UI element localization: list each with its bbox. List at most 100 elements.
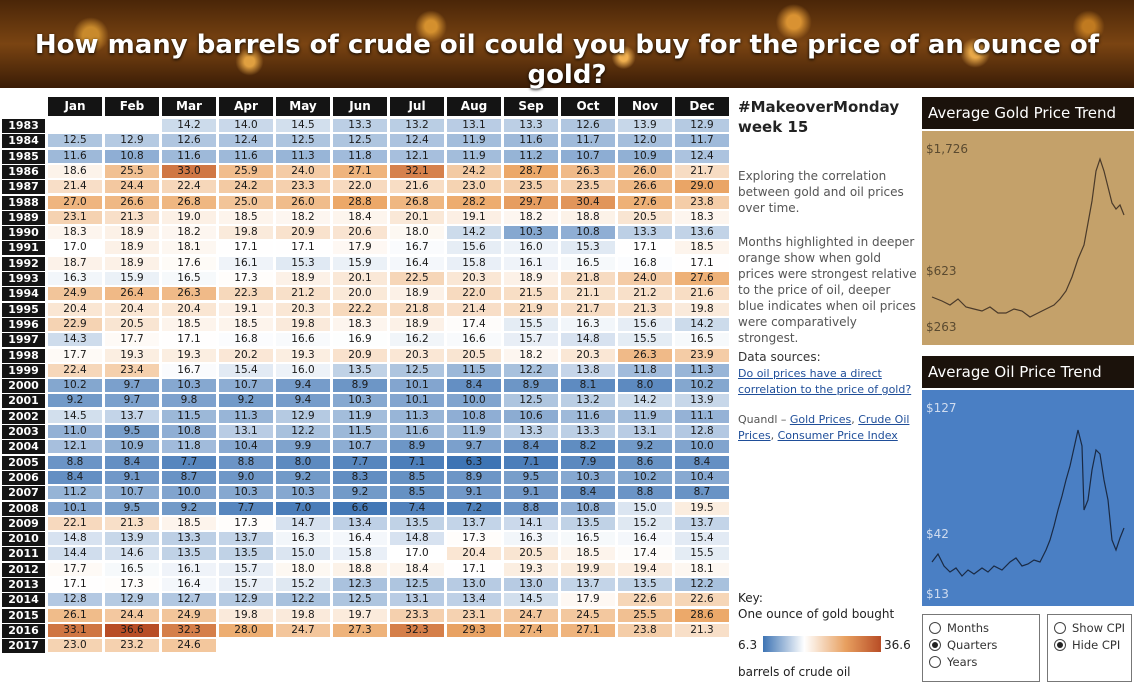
heatmap-cell[interactable]: 8.7 bbox=[675, 486, 729, 500]
heatmap-cell[interactable]: 11.8 bbox=[162, 440, 216, 454]
heatmap-cell[interactable]: 21.8 bbox=[561, 272, 615, 285]
heatmap-cell[interactable]: 13.7 bbox=[447, 516, 501, 530]
heatmap-cell[interactable]: 11.9 bbox=[447, 134, 501, 148]
heatmap-cell[interactable]: 8.9 bbox=[447, 470, 501, 484]
heatmap-cell[interactable]: 19.3 bbox=[105, 348, 159, 362]
heatmap-cell[interactable]: 22.5 bbox=[390, 272, 444, 285]
heatmap-cell[interactable]: 20.4 bbox=[105, 302, 159, 316]
heatmap-cell[interactable]: 33.1 bbox=[48, 623, 102, 637]
heatmap-cell[interactable]: 36.6 bbox=[105, 623, 159, 637]
heatmap-cell[interactable]: 9.1 bbox=[447, 486, 501, 500]
heatmap-cell[interactable]: 16.3 bbox=[48, 272, 102, 285]
heatmap-cell[interactable]: 23.0 bbox=[447, 180, 501, 194]
heatmap-cell[interactable]: 26.3 bbox=[561, 164, 615, 178]
heatmap-cell[interactable]: 7.7 bbox=[219, 501, 273, 515]
heatmap-cell[interactable]: 17.6 bbox=[162, 256, 216, 270]
heatmap-cell[interactable]: 11.6 bbox=[48, 149, 102, 163]
heatmap-cell[interactable]: 12.2 bbox=[276, 593, 330, 607]
heatmap-cell[interactable]: 32.3 bbox=[390, 623, 444, 637]
heatmap-cell[interactable]: 10.7 bbox=[561, 149, 615, 163]
heatmap-cell[interactable]: 23.5 bbox=[561, 180, 615, 194]
heatmap-cell[interactable]: 10.3 bbox=[504, 226, 558, 240]
heatmap-cell[interactable]: 14.2 bbox=[675, 317, 729, 331]
heatmap-cell[interactable]: 18.1 bbox=[675, 562, 729, 576]
heatmap-cell[interactable]: 7.1 bbox=[504, 455, 558, 469]
heatmap-cell[interactable]: 12.9 bbox=[105, 593, 159, 607]
period-option-quarters[interactable]: Quarters bbox=[923, 636, 1039, 653]
heatmap-cell[interactable]: 13.9 bbox=[675, 394, 729, 408]
heatmap-cell[interactable]: 15.2 bbox=[618, 516, 672, 530]
heatmap-cell[interactable]: 23.3 bbox=[276, 180, 330, 194]
heatmap-cell[interactable]: 12.9 bbox=[105, 134, 159, 148]
heatmap-cell[interactable]: 17.1 bbox=[618, 241, 672, 255]
heatmap-cell[interactable]: 19.3 bbox=[504, 562, 558, 576]
heatmap-cell[interactable]: 13.8 bbox=[561, 363, 615, 377]
heatmap-cell[interactable]: 28.6 bbox=[675, 608, 729, 622]
heatmap-cell[interactable]: 12.2 bbox=[504, 363, 558, 377]
heatmap-cell[interactable]: 15.0 bbox=[276, 547, 330, 561]
heatmap-cell[interactable]: 26.3 bbox=[162, 287, 216, 301]
heatmap-cell[interactable]: 12.2 bbox=[276, 425, 330, 438]
heatmap-cell[interactable]: 22.0 bbox=[333, 180, 387, 194]
heatmap-cell[interactable]: 26.8 bbox=[162, 195, 216, 209]
heatmap-cell[interactable]: 8.9 bbox=[390, 440, 444, 454]
heatmap-cell[interactable]: 11.3 bbox=[675, 363, 729, 377]
heatmap-cell[interactable]: 7.1 bbox=[390, 455, 444, 469]
heatmap-cell[interactable]: 14.5 bbox=[504, 593, 558, 607]
heatmap-cell[interactable]: 27.4 bbox=[504, 623, 558, 637]
heatmap-cell[interactable]: 17.1 bbox=[675, 256, 729, 270]
heatmap-cell[interactable]: 16.5 bbox=[561, 256, 615, 270]
heatmap-cell[interactable]: 21.3 bbox=[675, 623, 729, 637]
heatmap-cell[interactable]: 11.3 bbox=[276, 149, 330, 163]
heatmap-cell[interactable]: 12.1 bbox=[48, 440, 102, 454]
heatmap-cell[interactable]: 15.4 bbox=[675, 532, 729, 546]
heatmap-cell[interactable]: 16.1 bbox=[162, 562, 216, 576]
heatmap-cell[interactable]: 14.6 bbox=[105, 547, 159, 561]
heatmap-cell[interactable]: 10.8 bbox=[105, 149, 159, 163]
heatmap-cell[interactable]: 24.0 bbox=[618, 272, 672, 285]
heatmap-cell[interactable]: 10.3 bbox=[561, 470, 615, 484]
heatmap-cell[interactable]: 27.1 bbox=[561, 623, 615, 637]
heatmap-cell[interactable]: 17.1 bbox=[48, 578, 102, 591]
heatmap-cell[interactable]: 13.0 bbox=[447, 578, 501, 591]
heatmap-cell[interactable]: 24.4 bbox=[105, 608, 159, 622]
cpi-option-show-cpi[interactable]: Show CPI bbox=[1048, 619, 1131, 636]
heatmap-cell[interactable]: 10.7 bbox=[105, 486, 159, 500]
heatmap-cell[interactable]: 15.5 bbox=[675, 547, 729, 561]
heatmap-cell[interactable]: 8.8 bbox=[504, 501, 558, 515]
heatmap-cell[interactable]: 20.5 bbox=[105, 317, 159, 331]
heatmap-cell[interactable]: 9.7 bbox=[105, 379, 159, 393]
heatmap-cell[interactable]: 27.1 bbox=[333, 164, 387, 178]
heatmap-cell[interactable]: 19.0 bbox=[162, 210, 216, 224]
heatmap-cell[interactable]: 20.3 bbox=[561, 348, 615, 362]
heatmap-cell[interactable]: 9.2 bbox=[333, 486, 387, 500]
heatmap-cell[interactable]: 17.4 bbox=[447, 317, 501, 331]
heatmap-cell[interactable]: 23.2 bbox=[105, 639, 159, 653]
heatmap-cell[interactable]: 25.5 bbox=[105, 164, 159, 178]
heatmap-cell[interactable]: 30.4 bbox=[561, 195, 615, 209]
heatmap-cell[interactable]: 9.4 bbox=[276, 394, 330, 408]
heatmap-cell[interactable]: 8.1 bbox=[561, 379, 615, 393]
heatmap-cell[interactable]: 8.4 bbox=[561, 486, 615, 500]
heatmap-cell[interactable]: 24.6 bbox=[162, 639, 216, 653]
heatmap-cell[interactable]: 21.7 bbox=[561, 302, 615, 316]
heatmap-cell[interactable]: 26.6 bbox=[105, 195, 159, 209]
heatmap-cell[interactable]: 28.7 bbox=[504, 164, 558, 178]
heatmap-cell[interactable]: 8.2 bbox=[561, 440, 615, 454]
heatmap-cell[interactable]: 14.2 bbox=[447, 226, 501, 240]
heatmap-cell[interactable]: 24.9 bbox=[48, 287, 102, 301]
heatmap-cell[interactable]: 8.8 bbox=[618, 486, 672, 500]
heatmap-cell[interactable]: 13.0 bbox=[504, 578, 558, 591]
heatmap-cell[interactable]: 12.5 bbox=[333, 593, 387, 607]
heatmap-cell[interactable]: 21.6 bbox=[675, 287, 729, 301]
heatmap-cell[interactable]: 23.3 bbox=[390, 608, 444, 622]
heatmap-cell[interactable]: 13.2 bbox=[561, 394, 615, 408]
radio-button-icon[interactable] bbox=[929, 638, 941, 651]
heatmap-cell[interactable]: 32.1 bbox=[390, 164, 444, 178]
heatmap-cell[interactable]: 20.3 bbox=[447, 272, 501, 285]
heatmap-cell[interactable]: 8.0 bbox=[618, 379, 672, 393]
heatmap-cell[interactable]: 24.7 bbox=[504, 608, 558, 622]
heatmap-cell[interactable]: 11.9 bbox=[618, 409, 672, 423]
heatmap-cell[interactable]: 8.4 bbox=[675, 455, 729, 469]
heatmap-cell[interactable]: 9.2 bbox=[162, 501, 216, 515]
